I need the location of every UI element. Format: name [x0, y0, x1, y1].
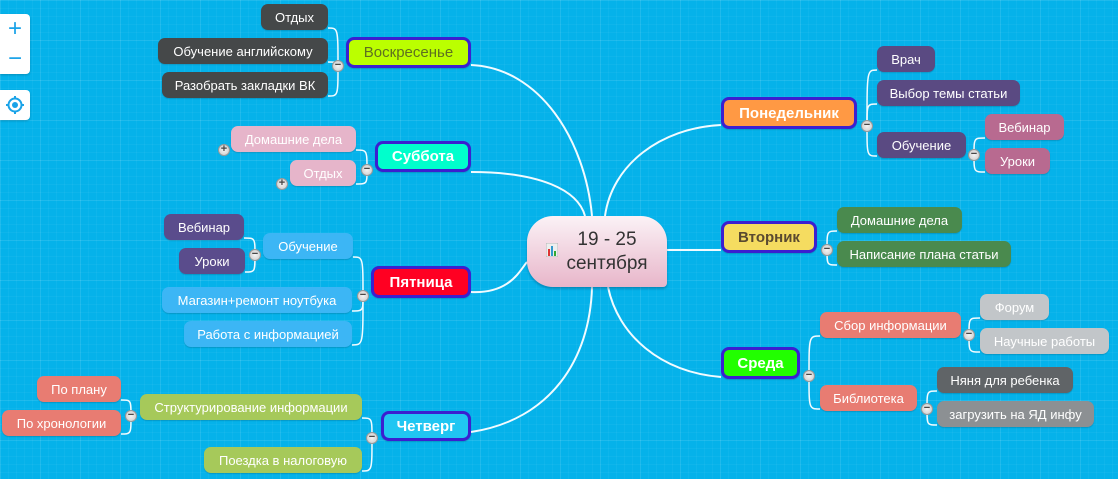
- connector: [470, 171, 586, 217]
- collapse-icon[interactable]: −: [963, 329, 975, 341]
- connector: [352, 256, 364, 297]
- connector: [327, 65, 339, 97]
- node-topic-choice[interactable]: Выбор темы статьи: [877, 80, 1020, 106]
- connector: [361, 437, 373, 472]
- node-structuring[interactable]: Структурирование информации: [140, 394, 362, 420]
- zoom-controls: + −: [0, 14, 30, 74]
- connector: [604, 124, 722, 217]
- node-webinar[interactable]: Вебинар: [164, 214, 244, 240]
- node-shop-repair[interactable]: Магазин+ремонт ноутбука: [162, 287, 352, 313]
- node-forum[interactable]: Форум: [980, 294, 1049, 320]
- center-view-control: [0, 90, 30, 120]
- collapse-icon[interactable]: −: [249, 249, 261, 261]
- day-monday[interactable]: Понедельник: [721, 97, 857, 129]
- collapse-icon[interactable]: −: [357, 290, 369, 302]
- connector: [351, 295, 364, 346]
- zoom-in-button[interactable]: +: [7, 15, 22, 42]
- node-lessons[interactable]: Уроки: [985, 148, 1050, 174]
- node-rest[interactable]: Отдых: [290, 160, 356, 186]
- connector: [866, 125, 878, 157]
- collapse-icon[interactable]: −: [125, 410, 137, 422]
- connector: [327, 27, 339, 67]
- connector: [607, 286, 722, 378]
- zoom-out-button[interactable]: −: [7, 45, 22, 72]
- center-line1: 19 - 25: [577, 228, 637, 250]
- day-tuesday[interactable]: Вторник: [721, 221, 817, 253]
- node-nanny[interactable]: Няня для ребенка: [937, 367, 1073, 393]
- connector: [470, 286, 593, 433]
- day-thursday[interactable]: Четверг: [381, 411, 471, 441]
- node-lessons[interactable]: Уроки: [179, 248, 245, 274]
- node-plan-writing[interactable]: Написание плана статьи: [837, 241, 1011, 267]
- node-rest[interactable]: Отдых: [261, 4, 328, 30]
- node-info-gathering[interactable]: Сбор информации: [820, 312, 961, 338]
- expand-icon[interactable]: +: [276, 178, 288, 190]
- center-line2: сентября: [566, 252, 648, 274]
- node-housework[interactable]: Домашние дела: [837, 207, 962, 233]
- expand-icon[interactable]: +: [218, 144, 230, 156]
- node-by-plan[interactable]: По плану: [37, 376, 121, 402]
- connector: [470, 64, 593, 217]
- chart-icon: [546, 242, 559, 260]
- node-info-work[interactable]: Работа с информацией: [184, 321, 352, 347]
- node-english[interactable]: Обучение английскому: [158, 38, 328, 64]
- collapse-icon[interactable]: −: [861, 120, 873, 132]
- day-wednesday[interactable]: Среда: [721, 347, 800, 379]
- node-doctor[interactable]: Врач: [877, 46, 935, 72]
- node-learning[interactable]: Обучение: [263, 233, 353, 259]
- node-library[interactable]: Библиотека: [820, 385, 917, 411]
- day-friday[interactable]: Пятница: [371, 266, 471, 298]
- connector: [808, 335, 821, 377]
- collapse-icon[interactable]: −: [968, 149, 980, 161]
- collapse-icon[interactable]: −: [821, 244, 833, 256]
- connector: [808, 375, 821, 410]
- node-tax-trip[interactable]: Поездка в налоговую: [204, 447, 362, 473]
- connector: [866, 69, 878, 127]
- node-webinar[interactable]: Вебинар: [985, 114, 1064, 140]
- target-icon[interactable]: [0, 90, 30, 120]
- node-bookmarks[interactable]: Разобрать закладки ВК: [162, 72, 328, 98]
- central-topic[interactable]: 19 - 25 сентября: [527, 216, 667, 287]
- node-upload-yd[interactable]: загрузить на ЯД инфу: [937, 401, 1094, 427]
- collapse-icon[interactable]: −: [921, 403, 933, 415]
- collapse-icon[interactable]: −: [332, 60, 344, 72]
- collapse-icon[interactable]: −: [366, 432, 378, 444]
- day-sunday[interactable]: Воскресенье: [346, 37, 471, 68]
- collapse-icon[interactable]: −: [361, 164, 373, 176]
- node-housework[interactable]: Домашние дела: [231, 126, 356, 152]
- node-learning[interactable]: Обучение: [877, 132, 966, 158]
- node-papers[interactable]: Научные работы: [980, 328, 1109, 354]
- day-saturday[interactable]: Суббота: [375, 141, 471, 172]
- connector: [470, 261, 528, 294]
- node-chronology[interactable]: По хронологии: [2, 410, 121, 436]
- collapse-icon[interactable]: −: [803, 370, 815, 382]
